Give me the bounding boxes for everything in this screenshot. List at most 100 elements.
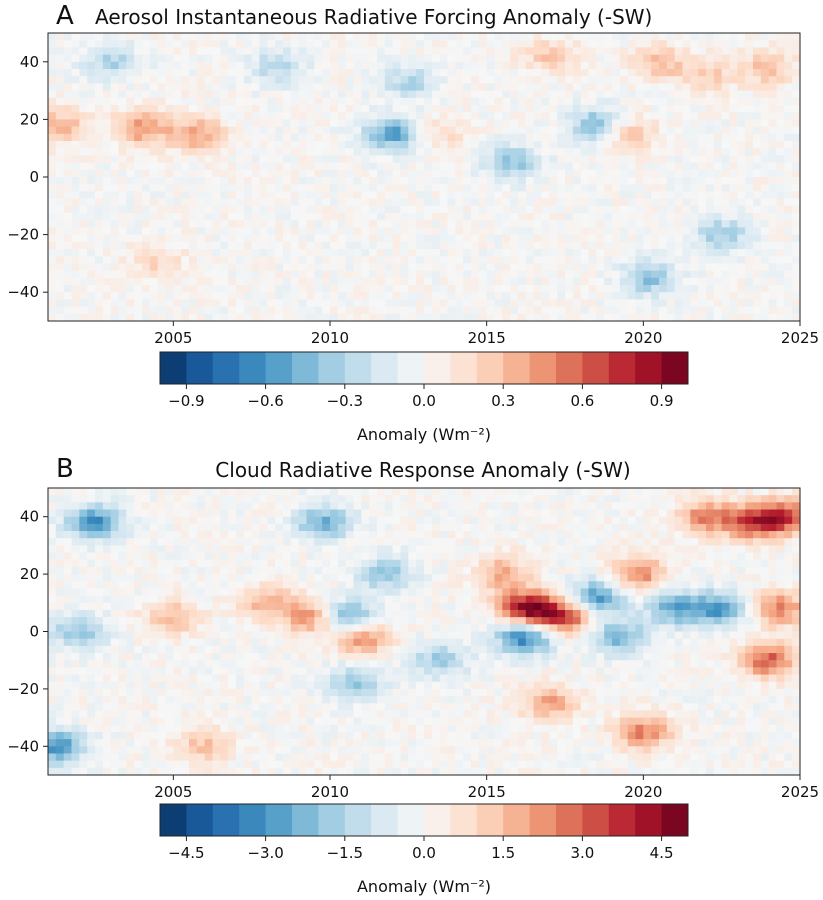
heatmap-cell	[251, 502, 261, 511]
heatmap-cell	[471, 241, 480, 250]
heatmap-cell	[126, 710, 135, 719]
heatmap-cell	[713, 33, 723, 41]
heatmap-cell	[745, 76, 754, 84]
heatmap-cell	[565, 313, 574, 322]
heatmap-cell	[588, 177, 597, 185]
heatmap-cell	[674, 33, 684, 41]
heatmap-cell	[431, 61, 441, 70]
heatmap-cell	[674, 241, 684, 250]
heatmap-cell	[753, 313, 762, 322]
heatmap-cell	[306, 299, 315, 308]
heatmap-cell	[157, 177, 167, 185]
heatmap-cell	[776, 241, 785, 250]
heatmap-cell	[706, 40, 715, 48]
heatmap-cell	[713, 299, 723, 308]
heatmap-cell	[518, 47, 527, 56]
heatmap-cell	[635, 47, 644, 56]
heatmap-cell	[533, 177, 543, 185]
heatmap-cell	[408, 285, 417, 293]
heatmap-cell	[126, 313, 135, 322]
heatmap-cell	[486, 169, 496, 178]
heatmap-cell	[48, 54, 57, 63]
heatmap-cell	[102, 653, 112, 661]
heatmap-cell	[431, 119, 441, 128]
heatmap-cell	[659, 220, 668, 228]
heatmap-cell	[541, 292, 550, 300]
heatmap-cell	[243, 277, 253, 286]
heatmap-cell	[690, 141, 699, 149]
heatmap-cell	[439, 155, 449, 164]
heatmap-cell	[134, 299, 143, 308]
heatmap-cell	[79, 105, 88, 113]
heatmap-cell	[118, 133, 127, 142]
heatmap-cell	[588, 76, 597, 84]
heatmap-cell	[659, 162, 668, 171]
heatmap-cell	[666, 47, 676, 56]
heatmap-cell	[416, 33, 425, 41]
heatmap-cell	[502, 198, 511, 207]
heatmap-cell	[377, 47, 386, 56]
heatmap-cell	[447, 61, 456, 70]
heatmap-cell	[290, 205, 300, 214]
heatmap-cell	[243, 767, 253, 776]
heatmap-cell	[259, 227, 268, 236]
heatmap-cell	[713, 47, 723, 56]
heatmap-cell	[118, 760, 127, 769]
heatmap-cell	[196, 277, 206, 286]
heatmap-cell	[110, 227, 120, 236]
heatmap-cell	[643, 141, 652, 149]
heatmap-cell	[118, 270, 127, 279]
heatmap-cell	[110, 566, 120, 575]
heatmap-cell	[384, 54, 394, 63]
heatmap-cell	[306, 112, 315, 120]
heatmap-cell	[236, 760, 245, 769]
heatmap-cell	[283, 205, 292, 214]
heatmap-cell	[157, 595, 167, 604]
heatmap-cell	[283, 76, 292, 84]
heatmap-cell	[110, 767, 120, 776]
heatmap-cell	[236, 205, 245, 214]
heatmap-cell	[110, 488, 120, 496]
heatmap-cell	[737, 169, 746, 178]
heatmap-cell	[118, 234, 127, 243]
heatmap-cell	[510, 220, 519, 228]
heatmap-cell	[753, 270, 762, 279]
heatmap-cell	[549, 277, 558, 286]
heatmap-cell	[212, 306, 221, 315]
heatmap-cell	[651, 47, 660, 56]
heatmap-cell	[619, 105, 629, 113]
heatmap-cell	[361, 133, 370, 142]
heatmap-cell	[181, 54, 190, 63]
heatmap-cell	[142, 710, 151, 719]
heatmap-cell	[463, 220, 472, 228]
heatmap-cell	[110, 256, 120, 264]
heatmap-cell	[510, 40, 519, 48]
heatmap-cell	[424, 148, 433, 156]
heatmap-cell	[149, 126, 159, 135]
heatmap-cell	[314, 155, 323, 164]
heatmap-cell	[95, 516, 104, 525]
heatmap-cell	[572, 299, 582, 308]
heatmap-cell	[220, 595, 229, 604]
heatmap-cell	[204, 624, 214, 633]
heatmap-cell	[760, 292, 770, 300]
heatmap-cell	[87, 516, 96, 525]
heatmap-cell	[377, 205, 386, 214]
heatmap-cell	[267, 299, 276, 308]
heatmap-cell	[416, 256, 425, 264]
heatmap-cell	[729, 306, 738, 315]
heatmap-cell	[79, 516, 88, 525]
heatmap-cell	[251, 552, 261, 561]
heatmap-cell	[721, 313, 731, 322]
heatmap-cell	[674, 285, 684, 293]
heatmap-cell	[134, 155, 143, 164]
heatmap-cell	[259, 169, 268, 178]
heatmap-cell	[48, 502, 57, 511]
heatmap-cell	[251, 90, 261, 99]
heatmap-cell	[55, 753, 65, 762]
heatmap-cell	[189, 313, 198, 322]
heatmap-cell	[471, 148, 480, 156]
heatmap-cell	[494, 270, 503, 279]
heatmap-cell	[682, 227, 691, 236]
heatmap-cell	[283, 83, 292, 92]
